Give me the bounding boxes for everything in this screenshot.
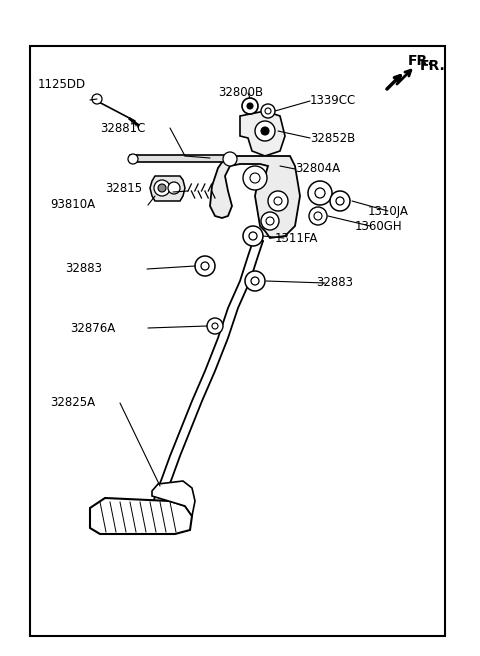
Circle shape bbox=[261, 212, 279, 230]
Circle shape bbox=[243, 166, 267, 190]
Circle shape bbox=[274, 197, 282, 205]
Text: 32804A: 32804A bbox=[295, 163, 340, 176]
Circle shape bbox=[207, 318, 223, 334]
Circle shape bbox=[266, 217, 274, 225]
Text: 1339CC: 1339CC bbox=[310, 94, 356, 108]
Circle shape bbox=[249, 232, 257, 240]
Text: 1311FA: 1311FA bbox=[275, 232, 318, 245]
Circle shape bbox=[92, 94, 102, 104]
Circle shape bbox=[255, 121, 275, 141]
Text: 1125DD: 1125DD bbox=[38, 77, 86, 91]
Circle shape bbox=[154, 180, 170, 196]
Polygon shape bbox=[240, 111, 285, 156]
Circle shape bbox=[168, 182, 180, 194]
Circle shape bbox=[250, 173, 260, 183]
Polygon shape bbox=[150, 176, 185, 201]
Text: 32883: 32883 bbox=[65, 262, 102, 276]
Circle shape bbox=[261, 127, 269, 135]
Circle shape bbox=[309, 207, 327, 225]
Text: 32852B: 32852B bbox=[310, 131, 355, 144]
Polygon shape bbox=[210, 156, 300, 238]
Polygon shape bbox=[90, 498, 192, 534]
Text: 32881C: 32881C bbox=[100, 121, 145, 134]
Text: 93810A: 93810A bbox=[50, 199, 95, 211]
Circle shape bbox=[268, 191, 288, 211]
Text: FR.: FR. bbox=[408, 54, 434, 68]
Circle shape bbox=[261, 104, 275, 118]
Text: 32815: 32815 bbox=[105, 182, 142, 195]
Circle shape bbox=[314, 212, 322, 220]
Text: 32800B: 32800B bbox=[218, 87, 263, 100]
Circle shape bbox=[158, 184, 166, 192]
Circle shape bbox=[251, 277, 259, 285]
Text: 1360GH: 1360GH bbox=[355, 220, 403, 232]
Circle shape bbox=[223, 152, 237, 166]
Text: 32876A: 32876A bbox=[70, 321, 115, 335]
Circle shape bbox=[242, 98, 258, 114]
Circle shape bbox=[308, 181, 332, 205]
Circle shape bbox=[128, 154, 138, 164]
Text: 32883: 32883 bbox=[316, 276, 353, 289]
Text: FR.: FR. bbox=[420, 59, 446, 73]
Circle shape bbox=[195, 256, 215, 276]
Text: 32825A: 32825A bbox=[50, 396, 95, 409]
Circle shape bbox=[201, 262, 209, 270]
Circle shape bbox=[247, 103, 253, 109]
Circle shape bbox=[315, 188, 325, 198]
Circle shape bbox=[245, 271, 265, 291]
Bar bbox=[30, 46, 445, 636]
Polygon shape bbox=[152, 481, 195, 516]
Polygon shape bbox=[130, 155, 230, 162]
Text: 1310JA: 1310JA bbox=[368, 205, 409, 218]
Circle shape bbox=[212, 323, 218, 329]
Circle shape bbox=[265, 108, 271, 114]
Circle shape bbox=[336, 197, 344, 205]
Circle shape bbox=[243, 226, 263, 246]
Circle shape bbox=[330, 191, 350, 211]
